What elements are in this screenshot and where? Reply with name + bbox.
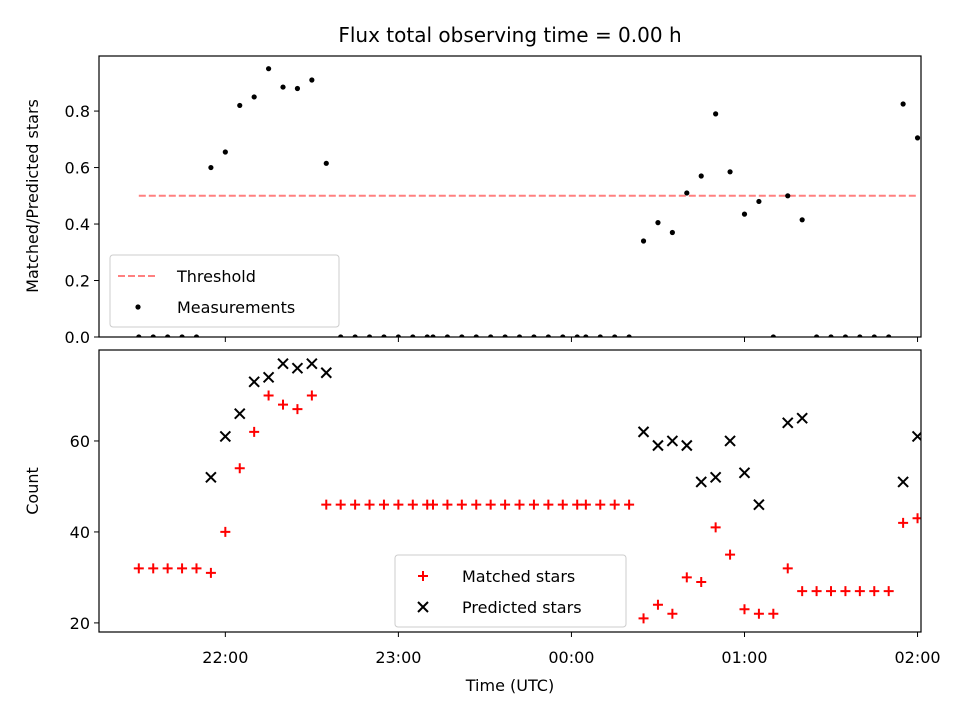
measurement-point: [699, 173, 704, 178]
y-tick-label: 0.2: [65, 272, 90, 291]
measurement-point: [295, 86, 300, 91]
legend-measurement-swatch: [135, 304, 140, 309]
x-tick-label: 01:00: [721, 648, 767, 667]
x-tick-label: 02:00: [894, 648, 940, 667]
measurement-point: [324, 161, 329, 166]
legend: Matched stars Predicted stars: [395, 555, 626, 627]
measurement-point: [915, 135, 920, 140]
figure-title: Flux total observing time = 0.00 h: [338, 23, 681, 47]
measurement-point: [641, 238, 646, 243]
measurement-point: [280, 84, 285, 89]
measurement-point: [756, 199, 761, 204]
y-tick-label: 20: [70, 614, 90, 633]
legend-label: Threshold: [176, 267, 256, 286]
measurement-point: [713, 111, 718, 116]
measurement-point: [252, 94, 257, 99]
y-axis-label: Count: [23, 467, 42, 515]
legend-label: Measurements: [177, 298, 295, 317]
y-axis-label: Matched/Predicted stars: [23, 99, 42, 293]
measurement-point: [742, 212, 747, 217]
measurement-point: [309, 77, 314, 82]
x-tick-label: 22:00: [202, 648, 248, 667]
measurement-point: [655, 220, 660, 225]
measurement-point: [237, 103, 242, 108]
measurement-point: [208, 165, 213, 170]
y-tick-label: 0.6: [65, 159, 90, 178]
measurement-point: [727, 169, 732, 174]
y-tick-label: 0.0: [65, 328, 90, 347]
measurement-point: [785, 193, 790, 198]
measurement-point: [266, 66, 271, 71]
y-tick-label: 0.8: [65, 102, 90, 121]
legend-label: Matched stars: [462, 567, 575, 586]
measurement-point: [670, 230, 675, 235]
legend-label: Predicted stars: [462, 598, 582, 617]
y-tick-label: 0.4: [65, 215, 90, 234]
x-tick-label: 00:00: [548, 648, 594, 667]
x-tick-label: 23:00: [375, 648, 421, 667]
measurement-point: [223, 149, 228, 154]
measurement-point: [901, 101, 906, 106]
y-tick-label: 60: [70, 432, 90, 451]
legend: Threshold Measurements: [110, 255, 339, 327]
x-axis-label: Time (UTC): [465, 676, 554, 695]
measurement-point: [800, 217, 805, 222]
y-tick-label: 40: [70, 523, 90, 542]
measurement-point: [684, 190, 689, 195]
